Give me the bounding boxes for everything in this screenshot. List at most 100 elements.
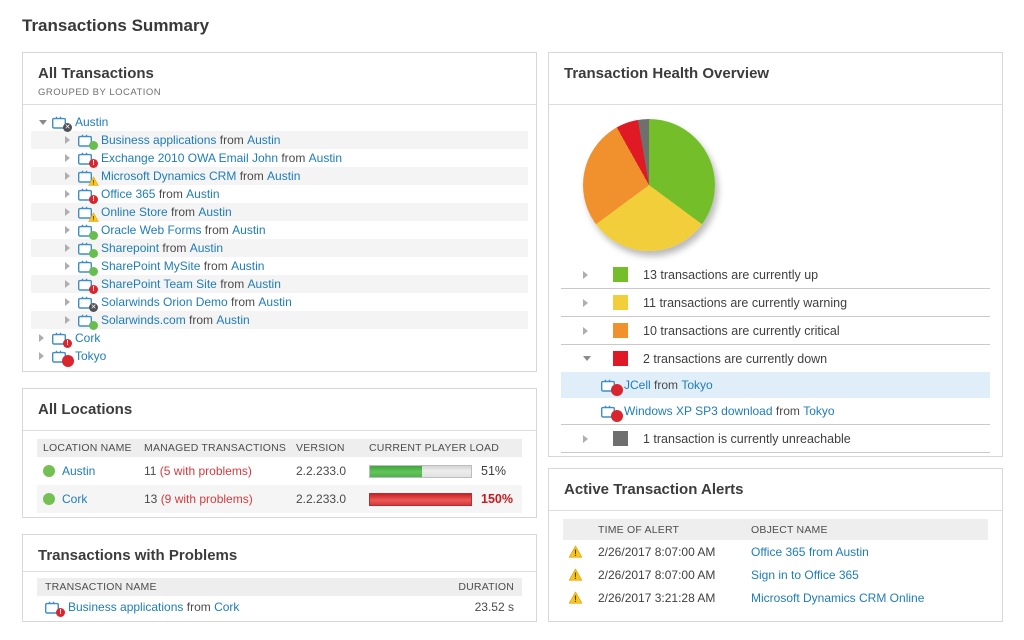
transaction-monitor-icon [78,260,98,276]
transactions-problems-panel: Transactions with Problems TRANSACTION N… [22,534,537,622]
legend-row[interactable]: 1 transaction is currently unreachable [561,425,990,452]
status-critical-icon: ! [89,284,98,294]
status-critical-icon: ! [89,194,98,204]
location-link[interactable]: Austin [62,464,96,478]
expand-arrow[interactable] [65,316,78,324]
transaction-tree-item[interactable]: Tokyo [31,347,528,367]
transaction-link[interactable]: Solarwinds Orion Demo [101,295,228,309]
transaction-link[interactable]: SharePoint MySite [101,259,201,273]
transaction-monitor-icon [78,134,98,150]
svg-text:!: ! [92,215,94,222]
transaction-tree-item[interactable]: ! SharePoint Team Site from Austin [31,275,528,294]
transaction-monitor-icon: ! [78,206,99,222]
location-link[interactable]: Tokyo [681,378,713,392]
expand-arrow[interactable] [65,136,78,144]
alert-time: 2/26/2017 8:07:00 AM [598,567,716,582]
expand-arrow[interactable] [583,434,593,443]
expand-arrow[interactable] [65,172,78,180]
chevron-right-icon [583,434,588,443]
expand-arrow[interactable] [65,262,78,270]
expand-arrow[interactable] [65,208,78,216]
location-name-cell: Cork [37,492,141,506]
transaction-tree-item[interactable]: ! Microsoft Dynamics CRM from Austin [31,167,528,186]
problem-transaction-row[interactable]: ! Business applications from Cork 23.52 s [37,596,522,618]
expand-arrow[interactable] [583,298,593,307]
location-link[interactable]: Tokyo [803,404,835,418]
legend-text: 1 transaction is currently unreachable [643,431,851,446]
legend-row[interactable]: 2 transactions are currently down [561,345,990,372]
legend-row[interactable]: 11 transactions are currently warning [561,289,990,316]
location-link[interactable]: Austin [198,205,232,219]
legend-sub-item[interactable]: JCell from Tokyo [561,372,990,398]
expand-arrow[interactable] [65,226,78,234]
expand-arrow[interactable] [583,270,593,279]
transaction-tree-item[interactable]: Solarwinds.com from Austin [31,311,528,330]
legend-sub-item[interactable]: Windows XP SP3 download from Tokyo [561,398,990,424]
alerts-table: TIME OF ALERT OBJECT NAME ! 2/26/2017 8:0… [563,519,988,609]
transaction-tree-item[interactable]: Sharepoint from Austin [31,239,528,258]
transaction-link[interactable]: JCell [624,378,651,392]
transaction-link[interactable]: Oracle Web Forms [101,223,202,237]
transaction-tree-item[interactable]: ! Online Store from Austin [31,203,528,222]
location-link[interactable]: Austin [231,259,265,273]
transaction-tree-item[interactable]: ✕ Austin [31,113,528,132]
transaction-link[interactable]: Business applications [68,600,184,614]
legend-row[interactable]: 13 transactions are currently up [561,261,990,288]
location-link[interactable]: Austin [247,277,281,291]
transaction-link[interactable]: Sharepoint [101,241,160,255]
location-link[interactable]: Austin [308,151,343,165]
all-transactions-subtitle: GROUPED BY LOCATION [38,87,162,98]
transaction-tree-item[interactable]: ! Cork [31,329,528,348]
alert-row[interactable]: ! 2/26/2017 3:21:28 AM Microsoft Dynamics … [563,586,988,609]
transaction-tree-item[interactable]: Business applications from Austin [31,131,528,150]
transaction-link[interactable]: Online Store [101,205,168,219]
legend-row[interactable]: 10 transactions are currently critical [561,317,990,344]
expand-arrow[interactable] [65,298,78,306]
transaction-link[interactable]: Microsoft Dynamics CRM [101,169,237,183]
alert-row[interactable]: ! 2/26/2017 8:07:00 AM Office 365 from Aus… [563,540,988,563]
location-row[interactable]: Cork 13 (9 with problems) 2.2.233.0 150% [37,485,522,513]
location-link[interactable]: Cork [214,600,240,614]
alert-object-link[interactable]: Sign in to Office 365 [751,567,859,582]
expand-arrow[interactable] [39,352,52,360]
location-link[interactable]: Cork [75,331,101,345]
location-link[interactable]: Austin [247,133,281,147]
chevron-right-icon [65,208,70,216]
transaction-link[interactable]: Business applications [101,133,217,147]
expand-arrow[interactable] [65,190,78,198]
transaction-tree-item[interactable]: SharePoint MySite from Austin [31,257,528,276]
location-link[interactable]: Austin [258,295,292,309]
status-up-icon [43,465,55,477]
legend-group: 2 transactions are currently down JCell f… [561,345,990,425]
alert-row[interactable]: ! 2/26/2017 8:07:00 AM Sign in to Office 3… [563,563,988,586]
alert-object-link[interactable]: Microsoft Dynamics CRM Online [751,590,925,605]
transaction-tree-item[interactable]: ! Office 365 from Austin [31,185,528,204]
transaction-link[interactable]: Solarwinds.com [101,313,186,327]
location-link[interactable]: Tokyo [75,349,107,363]
location-link[interactable]: Austin [186,187,220,201]
location-link[interactable]: Austin [75,115,109,129]
expand-arrow[interactable] [39,334,52,342]
transaction-link[interactable]: Office 365 [101,187,156,201]
alert-object-link[interactable]: Office 365 from Austin [751,544,869,559]
expand-arrow[interactable] [65,280,78,288]
location-link[interactable]: Austin [267,169,301,183]
transaction-tree-item[interactable]: ✕ Solarwinds Orion Demo from Austin [31,293,528,312]
health-legend: 13 transactions are currently up 11 trans… [561,261,990,453]
transaction-tree-item[interactable]: Oracle Web Forms from Austin [31,221,528,240]
expand-arrow[interactable] [583,356,593,361]
transaction-tree-item[interactable]: ! Exchange 2010 OWA Email John from Austi… [31,149,528,168]
location-row[interactable]: Austin 11 (5 with problems) 2.2.233.0 51% [37,457,522,485]
expand-arrow[interactable] [65,154,78,162]
transaction-link[interactable]: Exchange 2010 OWA Email John [101,151,278,165]
location-link[interactable]: Austin [189,241,224,255]
expand-arrow[interactable] [65,244,78,252]
col-object-name: OBJECT NAME [751,523,828,536]
transaction-link[interactable]: SharePoint Team Site [101,277,217,291]
expand-arrow[interactable] [39,119,52,125]
transaction-link[interactable]: Windows XP SP3 download [624,404,773,418]
location-link[interactable]: Cork [62,492,88,506]
expand-arrow[interactable] [583,326,593,335]
location-link[interactable]: Austin [232,223,266,237]
location-link[interactable]: Austin [216,313,250,327]
